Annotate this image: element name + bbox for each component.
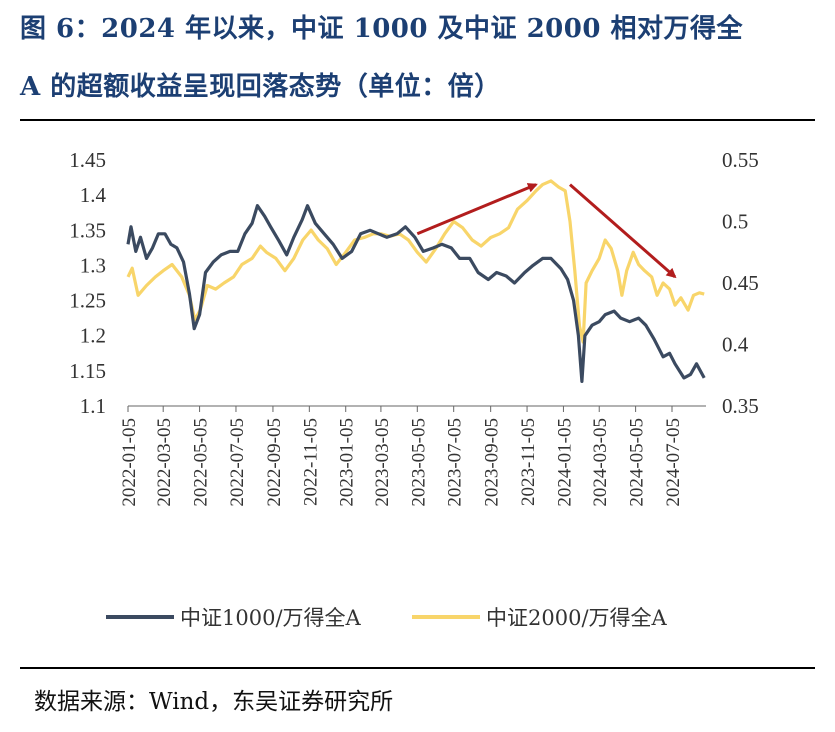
y-right-tick-label: 0.45: [722, 271, 759, 295]
chart-title-line1: 图 6：2024 年以来，中证 1000 及中证 2000 相对万得全: [20, 14, 743, 44]
y-left-tick-label: 1.2: [80, 324, 106, 348]
series-line-1: [126, 204, 706, 383]
x-tick-label: 2023-03-05: [372, 418, 393, 507]
x-tick-label: 2023-05-05: [408, 418, 429, 507]
x-tick-label: 2023-07-05: [445, 418, 466, 507]
x-tick-label: 2024-05-05: [627, 418, 648, 507]
x-tick-label: 2024-03-05: [590, 418, 611, 507]
legend: 中证1000/万得全A 中证2000/万得全A: [106, 606, 668, 630]
x-tick-label: 2023-11-05: [518, 418, 539, 506]
legend-label-series2: 中证2000/万得全A: [486, 606, 668, 630]
x-tick-label: 2022-05-05: [191, 418, 212, 507]
y-right-tick-label: 0.4: [722, 333, 749, 357]
x-tick-label: 2022-11-05: [300, 418, 321, 506]
y-left-tick-label: 1.45: [69, 148, 106, 172]
x-tick-label: 2024-01-05: [554, 418, 575, 507]
series-line-2: [126, 179, 705, 344]
y-left-tick-label: 1.25: [69, 289, 106, 313]
trend-arrow-1: [416, 183, 538, 236]
legend-label-series1: 中证1000/万得全A: [180, 606, 362, 630]
series-layer: [126, 179, 706, 383]
annotation-layer: [416, 183, 677, 279]
x-tick-label: 2022-09-05: [264, 418, 285, 507]
top-divider: [20, 119, 815, 121]
axes: 1.1 1.15 1.2 1.25 1.3 1.35 1.4 1.45 0.35 0.4 0.45 0…: [69, 148, 759, 507]
x-tick-label: 2022-07-05: [227, 418, 248, 507]
y-left-tick-label: 1.35: [69, 218, 106, 242]
y-left-tick-label: 1.15: [69, 359, 106, 383]
y-right-tick-label: 0.5: [722, 210, 748, 234]
x-tick-label: 2023-09-05: [482, 418, 503, 507]
y-left-tick-label: 1.4: [80, 183, 107, 207]
y-left-tick-label: 1.1: [80, 394, 106, 418]
x-tick-label: 2022-01-05: [119, 418, 140, 507]
source-note: 数据来源：Wind，东吴证券研究所: [34, 689, 394, 715]
x-tick-label: 2024-07-05: [663, 418, 684, 507]
y-right-tick-label: 0.55: [722, 148, 759, 172]
y-left-tick-label: 1.3: [80, 253, 106, 277]
trend-arrow-2: [569, 183, 677, 279]
bottom-divider: [20, 667, 815, 669]
x-tick-label: 2023-01-05: [337, 418, 358, 507]
y-right-tick-label: 0.35: [722, 394, 759, 418]
x-tick-label: 2022-03-05: [154, 418, 175, 507]
chart-title-line2: A 的超额收益呈现回落态势（单位：倍）: [20, 72, 501, 102]
